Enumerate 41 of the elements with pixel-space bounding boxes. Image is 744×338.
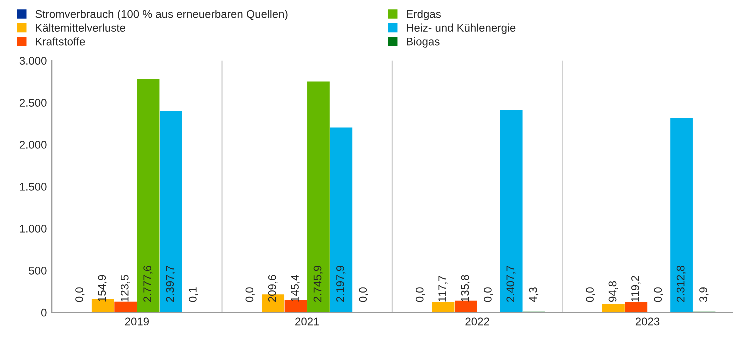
data-label: 2.312,8 [676, 266, 686, 302]
data-label: 123,5 [120, 275, 130, 302]
legend-label: Erdgas [407, 10, 442, 20]
data-label: 117,7 [438, 276, 448, 302]
y-tick-label: 2.500 [20, 99, 47, 107]
x-tick-label: 2022 [466, 318, 490, 326]
data-label: 2.407,7 [506, 266, 516, 302]
y-tick-label: 500 [29, 266, 47, 275]
data-label: 0,0 [246, 288, 255, 302]
legend-label: Kältemittelverluste [36, 24, 126, 32]
data-label: 119,2 [632, 276, 641, 302]
x-tick-label: 2021 [296, 318, 320, 326]
data-label: 0,0 [484, 288, 494, 302]
y-tick-label: 2.000 [20, 141, 47, 149]
data-label: 0,1 [189, 288, 198, 302]
data-label: 2.777,6 [144, 266, 153, 302]
y-tick-label: 0 [41, 308, 47, 317]
data-label: 3,9 [700, 288, 709, 302]
data-label: 2.197,9 [336, 266, 346, 302]
data-label: 0,0 [654, 288, 664, 302]
data-label: 154,9 [98, 275, 108, 302]
data-label: 2.745,9 [314, 266, 324, 302]
legend-label: Biogas [407, 38, 440, 48]
legend-label: Stromverbrauch (100 % aus erneuerbaren Quellen) [36, 10, 288, 20]
data-label: 209,6 [268, 275, 278, 302]
data-label: 0,0 [416, 288, 426, 302]
data-label: 94,8 [608, 281, 618, 302]
data-label: 4,3 [529, 288, 539, 302]
data-label: 0,0 [586, 288, 596, 302]
legend-label: Kraftstoffe [36, 38, 86, 46]
data-label: 135,8 [461, 275, 471, 302]
data-label: 145,4 [291, 275, 300, 302]
x-tick-label: 2019 [125, 318, 150, 326]
y-tick-label: 3.000 [20, 57, 47, 65]
y-tick-label: 1.000 [20, 224, 47, 233]
data-label: 0,0 [359, 288, 368, 302]
y-tick-label: 1.500 [20, 183, 47, 191]
data-label: 2.397,7 [166, 266, 176, 302]
legend-label: Heiz- und Kühlenergie [407, 24, 516, 34]
data-label: 0,0 [76, 288, 85, 302]
x-tick-label: 2023 [636, 318, 660, 326]
